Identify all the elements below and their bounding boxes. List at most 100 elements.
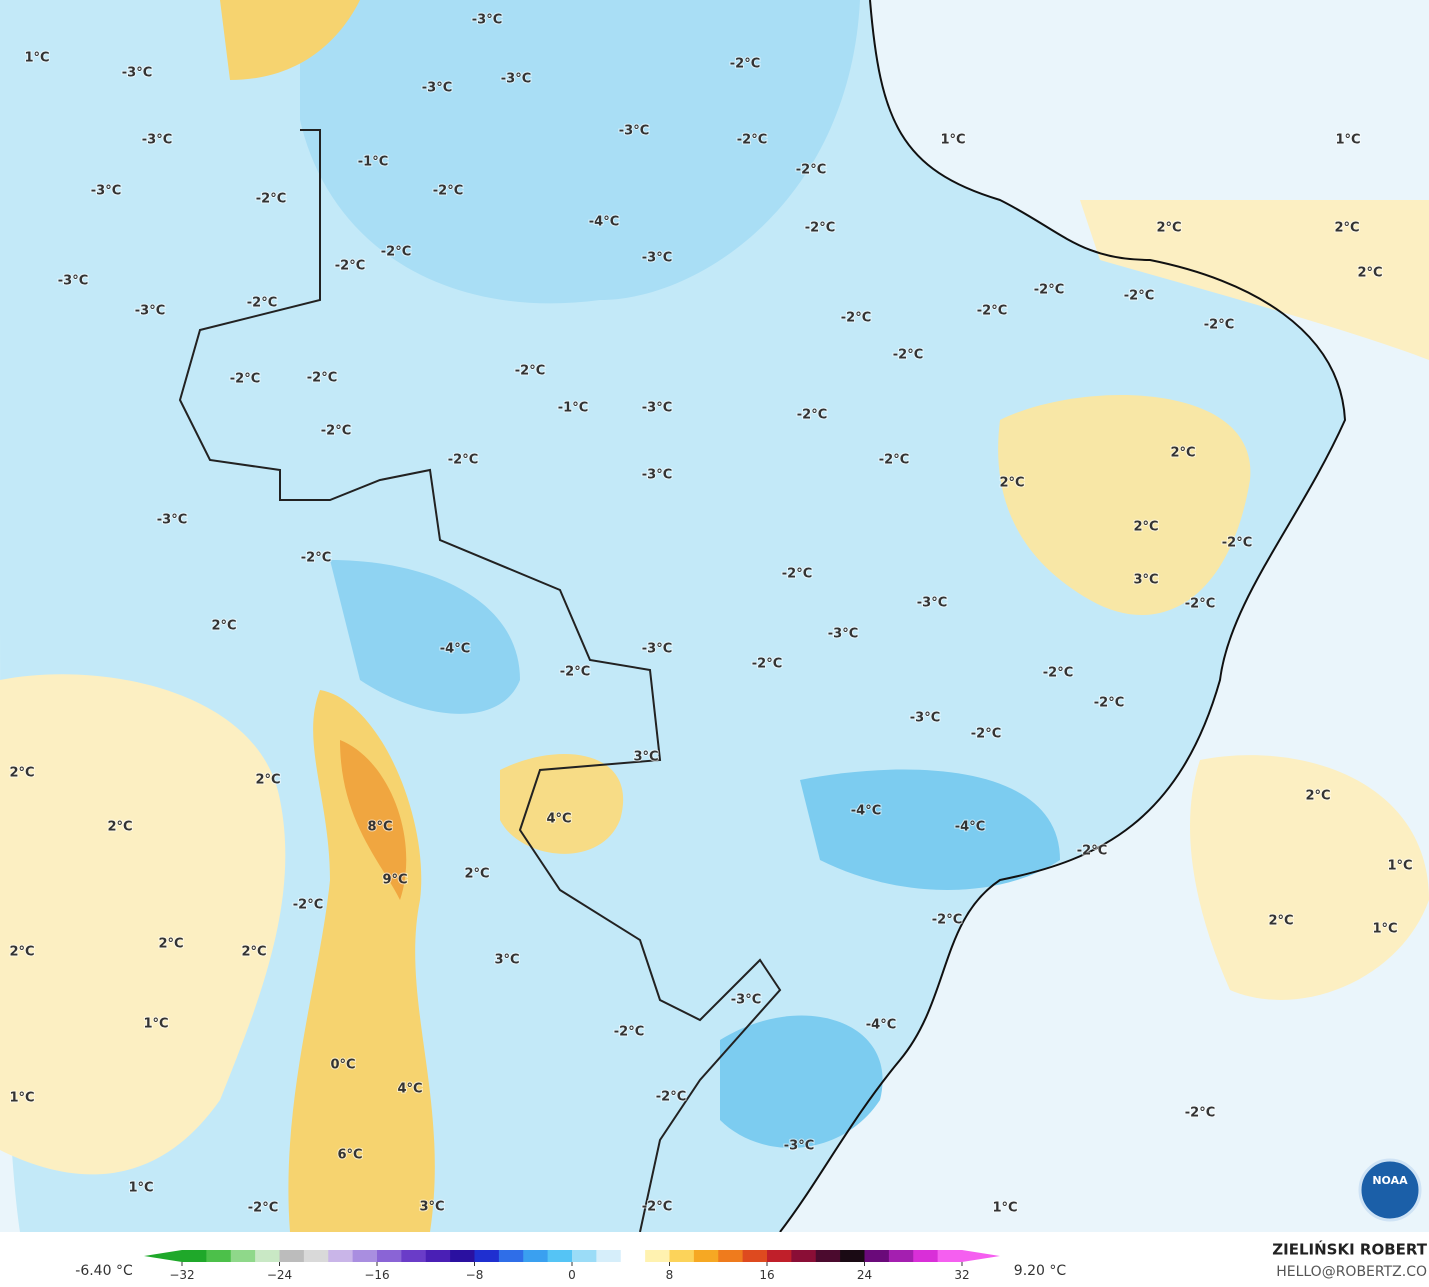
- map-label: -3°C: [619, 124, 649, 139]
- map-label: -2°C: [321, 424, 351, 439]
- map-label: 3°C: [419, 1200, 444, 1215]
- colorbar-cell: [182, 1250, 207, 1262]
- colorbar-cell: [742, 1250, 768, 1262]
- colorbar-cell: [328, 1250, 354, 1262]
- map-label: -2°C: [293, 898, 323, 913]
- colorbar-cell: [401, 1250, 427, 1262]
- map-label: 2°C: [1170, 446, 1195, 461]
- colorbar-cell: [352, 1250, 378, 1262]
- colorbar-cell: [791, 1250, 817, 1262]
- logo-circle: [1358, 1158, 1422, 1222]
- colorbar-cell: [767, 1250, 792, 1262]
- colorbar-tick-label: −16: [364, 1268, 389, 1282]
- map-label: 2°C: [1133, 520, 1158, 535]
- map-label: -2°C: [248, 1201, 278, 1216]
- map-label: -3°C: [784, 1139, 814, 1154]
- colorbar-end: [144, 1250, 182, 1262]
- map-label: -3°C: [917, 596, 947, 611]
- warm-area: [500, 754, 624, 854]
- map-label: -2°C: [230, 372, 260, 387]
- colorbar-tick-label: 32: [954, 1268, 969, 1282]
- map-label: -2°C: [381, 245, 411, 260]
- coastline: [779, 0, 1347, 1233]
- map-label: 1°C: [9, 1091, 34, 1106]
- map-label: -2°C: [614, 1025, 644, 1040]
- map-label: 2°C: [9, 766, 34, 781]
- map-label: 3°C: [633, 750, 658, 765]
- colorbar-max: 9.20 °C: [1014, 1263, 1067, 1279]
- map-label: -2°C: [1043, 666, 1073, 681]
- map-label: 1°C: [143, 1017, 168, 1032]
- email: HELLO@ROBERTZ.CO: [1276, 1264, 1427, 1280]
- border: [178, 129, 782, 1233]
- map-label: -4°C: [589, 215, 619, 230]
- colorbar-cell: [425, 1250, 451, 1262]
- colorbar-cell: [596, 1250, 622, 1262]
- colorbar-cell: [645, 1250, 670, 1262]
- map-label: -2°C: [515, 364, 545, 379]
- hot-area: [340, 740, 407, 900]
- cold-area: [330, 560, 520, 714]
- colorbar-cell: [718, 1250, 744, 1262]
- map-label: 2°C: [241, 945, 266, 960]
- map-label: -2°C: [782, 567, 812, 582]
- map-label: -4°C: [866, 1018, 896, 1033]
- map-label: -3°C: [731, 993, 761, 1008]
- map-label: -3°C: [828, 627, 858, 642]
- colorbar-cell: [937, 1250, 963, 1262]
- map-label: 2°C: [1357, 266, 1382, 281]
- map-label: -1°C: [358, 155, 388, 170]
- map-label: -4°C: [440, 642, 470, 657]
- map-label: -4°C: [955, 820, 985, 835]
- map-label: -3°C: [135, 304, 165, 319]
- colorbar-tick-label: −32: [169, 1268, 194, 1282]
- map-label: 4°C: [397, 1082, 422, 1097]
- warm-area: [1080, 200, 1429, 360]
- colorbar-cell: [498, 1250, 524, 1262]
- colorbar-cell: [888, 1250, 914, 1262]
- map-label: 9°C: [382, 873, 407, 888]
- map-label: -2°C: [335, 259, 365, 274]
- map-label: -2°C: [307, 371, 337, 386]
- map-label: -2°C: [1185, 597, 1215, 612]
- map-label: -2°C: [879, 453, 909, 468]
- map-label: 1°C: [128, 1181, 153, 1196]
- colorbar-cell: [474, 1250, 500, 1262]
- map-label: 2°C: [1305, 789, 1330, 804]
- map-label: -3°C: [422, 81, 452, 96]
- warm-area: [998, 395, 1251, 615]
- warm-area: [220, 0, 360, 80]
- colorbar-cell: [206, 1250, 232, 1262]
- map-label: -2°C: [1185, 1106, 1215, 1121]
- map-label: -2°C: [1204, 318, 1234, 333]
- map-label: -3°C: [501, 72, 531, 87]
- map-label: 2°C: [1268, 914, 1293, 929]
- map-label: 1°C: [1387, 859, 1412, 874]
- map-label: 0°C: [330, 1058, 355, 1073]
- map-label: -3°C: [122, 66, 152, 81]
- warm-area: [1190, 755, 1429, 1000]
- colorbar-tick-label: 0: [568, 1268, 576, 1282]
- map-label: -2°C: [730, 57, 760, 72]
- map-label: 2°C: [255, 773, 280, 788]
- map-label: -2°C: [841, 311, 871, 326]
- map-label: -2°C: [932, 913, 962, 928]
- map-label: -3°C: [157, 513, 187, 528]
- colorbar-cell: [279, 1250, 305, 1262]
- colorbar-tick-label: 8: [666, 1268, 674, 1282]
- map-label: -2°C: [642, 1200, 672, 1215]
- map-label: 1°C: [24, 51, 49, 66]
- map-label: -2°C: [1094, 696, 1124, 711]
- author: ZIELIŃSKI ROBERT: [1272, 1240, 1427, 1259]
- colorbar-cell: [572, 1250, 597, 1262]
- map-label: -2°C: [971, 727, 1001, 742]
- colorbar-cell: [450, 1250, 475, 1262]
- map-label: 2°C: [211, 619, 236, 634]
- map-label: 1°C: [1372, 922, 1397, 937]
- map-label: -3°C: [142, 133, 172, 148]
- map-label: -2°C: [805, 221, 835, 236]
- map-label: 3°C: [494, 953, 519, 968]
- map-label: 2°C: [999, 476, 1024, 491]
- map-label: 1°C: [992, 1201, 1017, 1216]
